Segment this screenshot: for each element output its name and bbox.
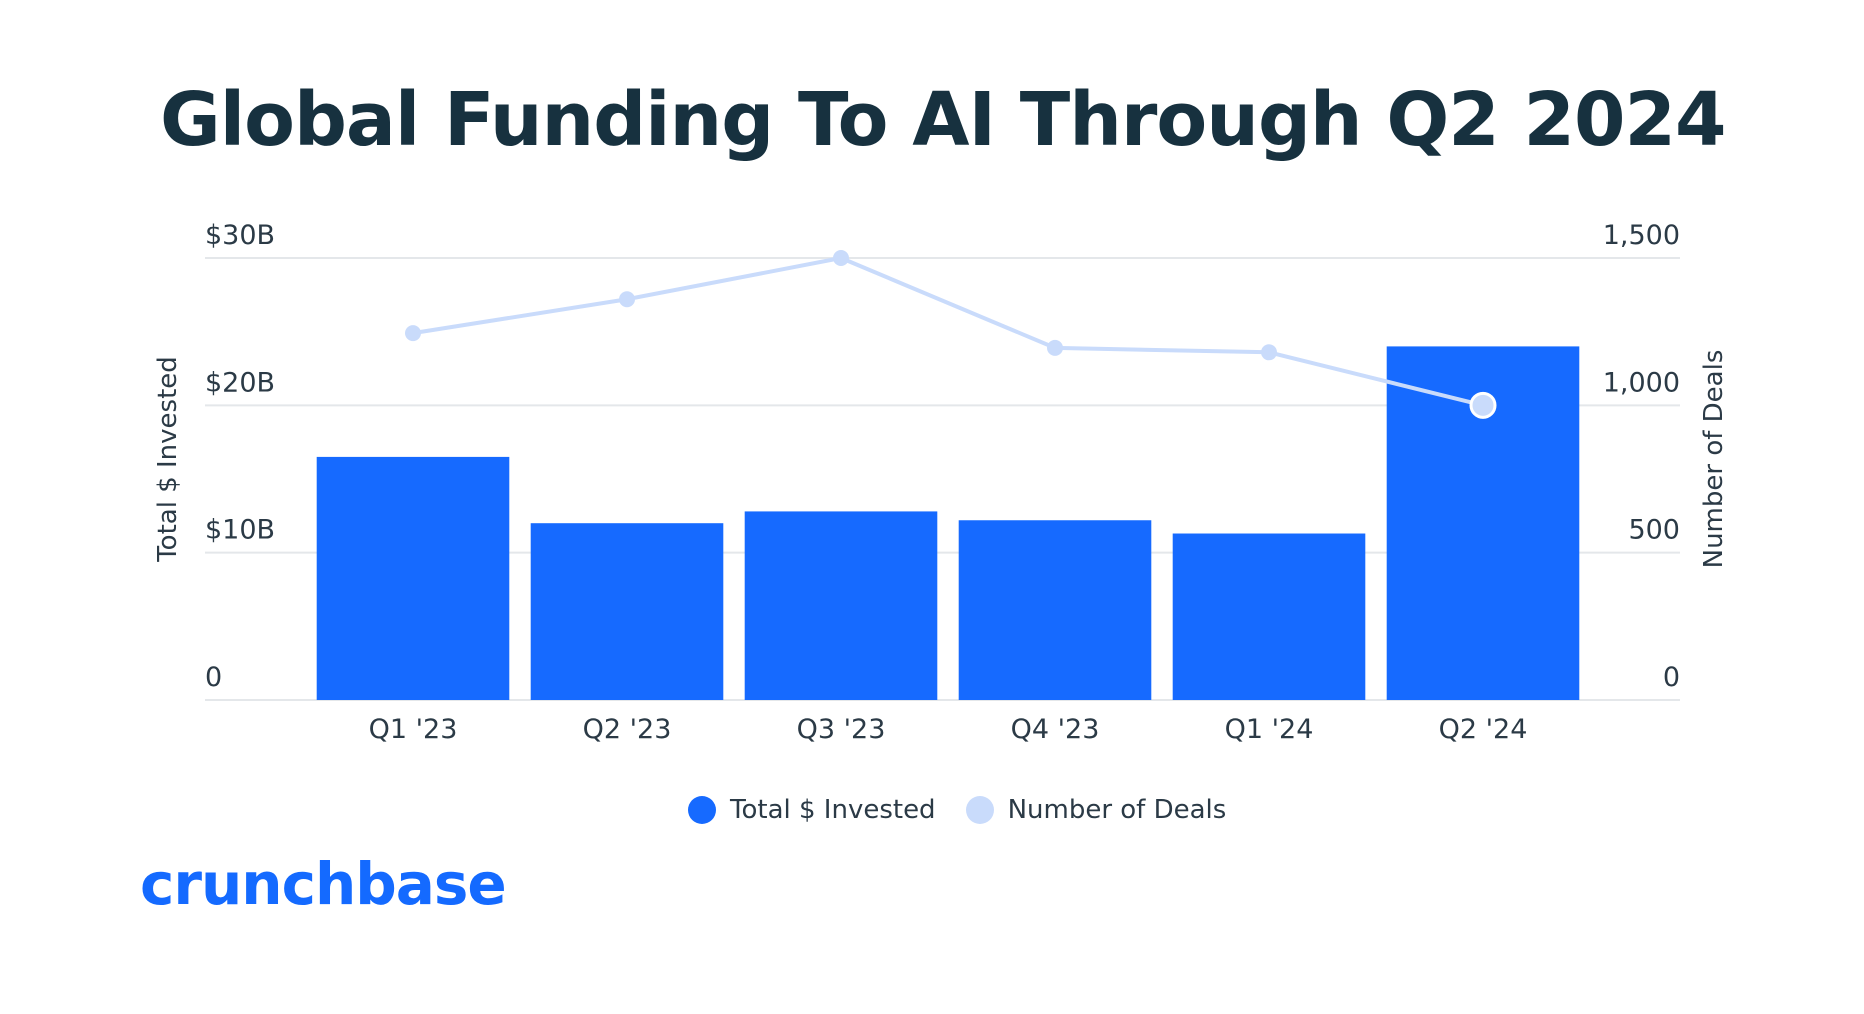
deals-point (833, 250, 849, 266)
deals-point (405, 325, 421, 342)
bar (744, 511, 938, 700)
deals-line (412, 256, 1484, 408)
bar (958, 520, 1152, 700)
y2-tick-label: 1,500 (1603, 220, 1680, 251)
y2-tick-label: 500 (1628, 515, 1680, 546)
crunchbase-logo: crunchbase (140, 850, 507, 918)
y-tick-label: 0 (205, 662, 222, 693)
legend-item-invested: Total $ Invested (688, 795, 936, 825)
legend-marker-deals (965, 796, 994, 824)
y-tick-label: $10B (205, 515, 275, 546)
deals-point (1469, 391, 1497, 419)
chart-title: Global Funding To AI Through Q2 2024 (160, 77, 1726, 163)
x-tick-label: Q1 '24 (1225, 714, 1314, 745)
y-tick-label: $20B (205, 367, 275, 398)
legend-label-invested: Total $ Invested (730, 795, 936, 825)
bar (530, 523, 724, 700)
y2-tick-label: 0 (1663, 662, 1680, 693)
deals-point (1047, 339, 1063, 356)
x-tick-label: Q2 '24 (1439, 714, 1528, 745)
x-tick-label: Q1 '23 (369, 714, 458, 745)
x-tick-label: Q2 '23 (583, 714, 672, 745)
bar (316, 456, 510, 700)
legend: Total $ Invested Number of Deals (688, 790, 1256, 830)
deals-point (1261, 344, 1277, 361)
y-axis-title: Total $ Invested (153, 356, 183, 563)
y-tick-label: $30B (205, 220, 275, 251)
y2-tick-label: 1,000 (1603, 367, 1680, 398)
x-tick-label: Q4 '23 (1011, 714, 1100, 745)
y2-axis-title: Number of Deals (1699, 350, 1729, 569)
deals-point (619, 291, 635, 308)
bar (1172, 533, 1366, 700)
x-tick-label: Q3 '23 (797, 714, 886, 745)
legend-marker-invested (688, 796, 716, 824)
legend-label-deals: Number of Deals (1007, 795, 1227, 825)
legend-item-deals: Number of Deals (965, 795, 1227, 825)
